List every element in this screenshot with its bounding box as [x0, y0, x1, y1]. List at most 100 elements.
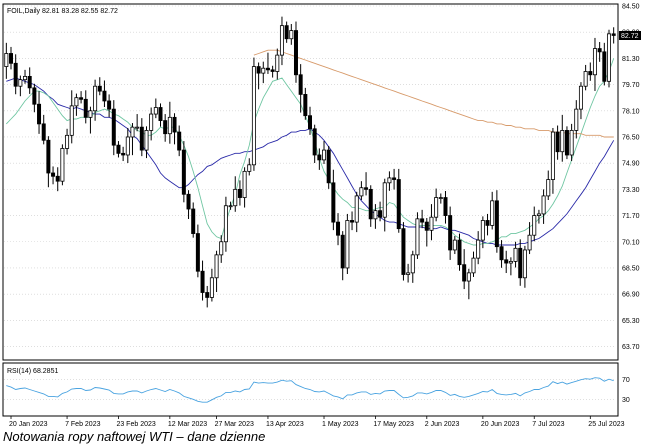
candle-body-up [429, 216, 434, 231]
candle [74, 93, 79, 116]
candle-body-up [93, 85, 98, 112]
candle [135, 114, 140, 132]
candle [508, 257, 513, 276]
candle [13, 54, 18, 95]
candle-body-down [205, 292, 210, 298]
candle [214, 250, 219, 293]
candle-body-down [326, 149, 331, 184]
candle [401, 222, 406, 281]
candle-body-down [256, 66, 261, 74]
candle [406, 263, 411, 283]
rsi-axis: 70 30 [622, 377, 630, 404]
candle-body-down [195, 233, 200, 272]
candle [237, 180, 242, 206]
candle-body-down [457, 239, 462, 266]
candle [167, 101, 172, 144]
candle [611, 27, 616, 44]
candle-body-up [522, 249, 527, 279]
candle [331, 169, 336, 231]
date-tick-label: 23 Feb 2023 [116, 421, 155, 428]
candle-body-down [116, 144, 121, 154]
candle-body-down [588, 71, 593, 76]
candle [583, 64, 588, 91]
candle-body-up [125, 136, 130, 156]
candle-body-up [560, 130, 565, 153]
candle-body-down [200, 270, 205, 293]
candle-body-down [368, 188, 373, 220]
candle [368, 185, 373, 227]
candle-body-down [597, 48, 602, 53]
candle [340, 231, 345, 281]
candle-body-down [494, 200, 499, 248]
candle-body-up [247, 164, 252, 172]
candle [158, 103, 163, 127]
candle [163, 114, 168, 142]
candle-body-up [480, 220, 485, 241]
candle [527, 222, 532, 255]
candle-body-up [373, 210, 378, 220]
rsi-gridlines [4, 379, 616, 400]
candle [541, 189, 546, 224]
candle-body-up [65, 134, 70, 149]
candle [111, 100, 116, 156]
date-tick-label: 12 Mar 2023 [168, 421, 207, 428]
candle [18, 75, 23, 97]
candle-body-down [443, 197, 448, 216]
candle-body-up [144, 130, 149, 151]
candle-body-down [55, 175, 60, 182]
candle [228, 201, 233, 210]
candle [46, 136, 51, 188]
candle [298, 64, 303, 113]
candle-body-up [532, 215, 537, 236]
candle-body-up [438, 197, 443, 199]
date-tick-label: 20 Jun 2023 [481, 421, 520, 428]
rsi-tick-label: 70 [622, 377, 630, 384]
candle-body-up [153, 107, 158, 115]
candle-body-up [60, 148, 65, 182]
candle [186, 190, 191, 220]
candle [51, 166, 56, 185]
current-price-tag-label: 82.72 [621, 33, 639, 40]
candle [102, 80, 107, 108]
candle-body-up [574, 108, 579, 131]
candle [597, 42, 602, 62]
candle-body-down [602, 51, 607, 82]
candle-body-down [237, 188, 242, 198]
candle [172, 113, 177, 145]
candle-body-down [191, 208, 196, 234]
price-tick-label: 76.50 [622, 134, 640, 141]
candle-body-down [121, 152, 126, 156]
candle [139, 118, 144, 157]
candle [307, 106, 312, 135]
candle [555, 125, 560, 160]
candle-body-down [13, 62, 18, 87]
candle-body-up [251, 66, 256, 166]
date-axis: 20 Jan 2023 7 Feb 2023 23 Feb 2023 12 Mar 2… [9, 416, 625, 428]
candle [65, 128, 70, 155]
candle-body-down [79, 97, 84, 100]
candle-body-up [88, 110, 93, 118]
candle [387, 171, 392, 191]
candle-body-up [242, 170, 247, 198]
candle-body-up [69, 105, 74, 136]
candle-body-down [298, 74, 303, 95]
candle [429, 204, 434, 241]
candle-body-up [476, 239, 481, 259]
candle-body-down [303, 94, 308, 117]
candle [97, 77, 102, 96]
candle [261, 61, 266, 84]
candle-body-up [228, 205, 233, 208]
candle-body-up [541, 195, 546, 215]
candle-body-up [130, 126, 135, 138]
candle [448, 206, 453, 260]
candle-body-up [289, 30, 294, 40]
price-tick-label: 78.10 [622, 108, 640, 115]
candle [396, 168, 401, 233]
candle-body-up [387, 177, 392, 184]
candle [322, 141, 327, 164]
candle [518, 239, 523, 286]
candle-body-down [340, 234, 345, 269]
candle-body-down [270, 69, 275, 72]
candle [219, 235, 224, 263]
